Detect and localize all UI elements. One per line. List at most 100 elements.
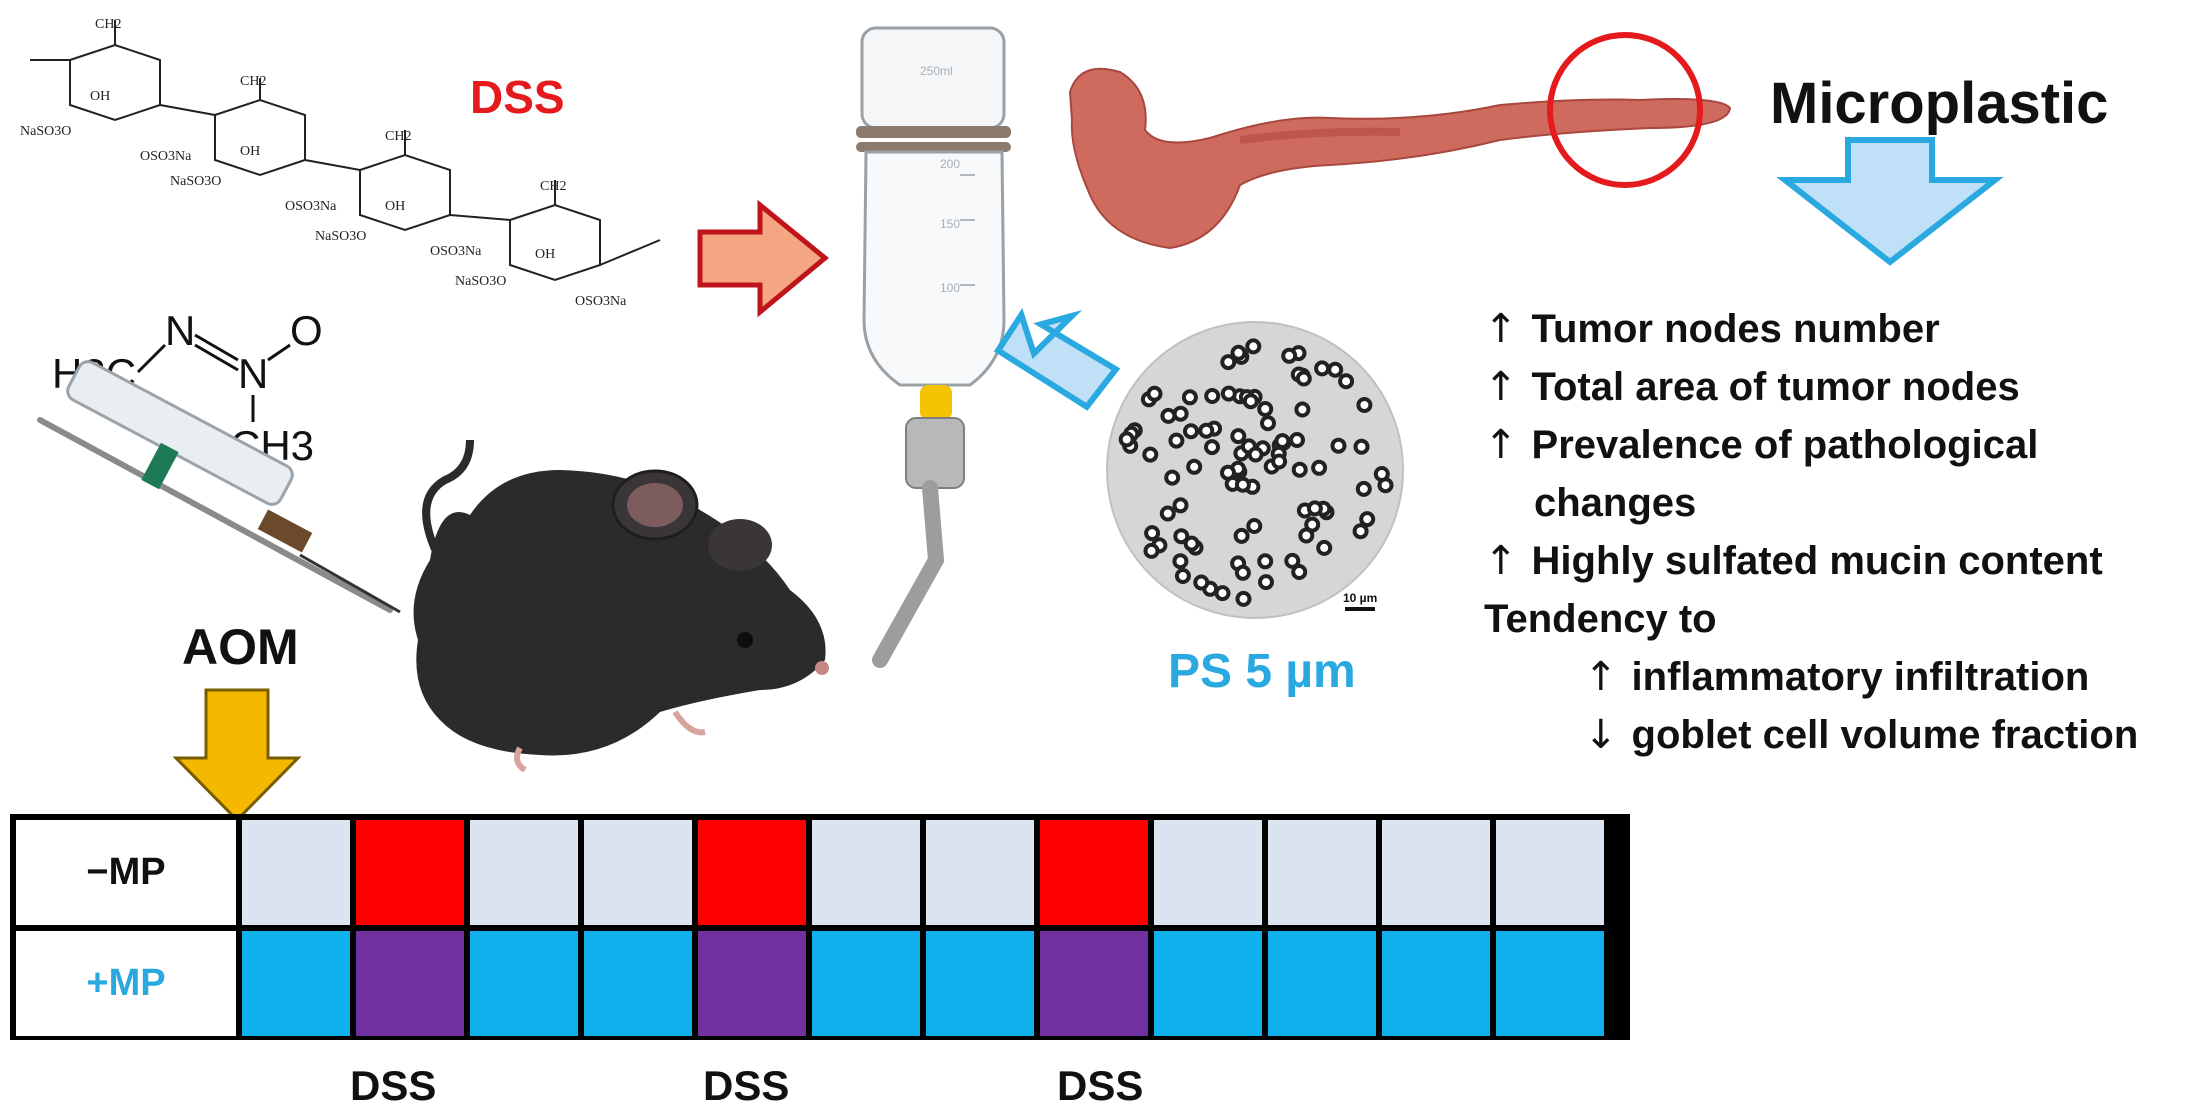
timeline-cell [1268, 820, 1376, 925]
dss-fragment-ch2-3: CH2 [385, 129, 411, 144]
timeline-cell [812, 820, 920, 925]
colon-highlight-circle [1547, 32, 1703, 188]
aom-n2: N [238, 350, 268, 397]
dss-fragment-oso3na-2: OSO3Na [285, 199, 337, 214]
microparticle [1142, 446, 1159, 463]
microparticle [1143, 542, 1160, 559]
timeline-cell [926, 820, 1034, 925]
outcome-item: ↑ Total area of tumor nodes [1484, 358, 2138, 416]
row-label-minus-mp: −MP [16, 820, 236, 925]
colon-image [1068, 32, 1732, 250]
microplastic-down-arrow [1776, 137, 2004, 266]
microparticle [1234, 564, 1251, 581]
microparticle [1234, 476, 1251, 493]
dss-fragment-oso3na: OSO3Na [140, 149, 192, 164]
microparticle [1311, 459, 1328, 476]
microparticle [1359, 511, 1376, 528]
timeline-cell [812, 931, 920, 1036]
microparticle [1306, 500, 1323, 517]
microparticle [1174, 568, 1191, 584]
down-arrow-icon: ↓ [1584, 712, 1618, 758]
microparticle [1214, 585, 1231, 602]
aom-down-arrow [172, 688, 302, 823]
aom-n1: N [165, 307, 195, 354]
microparticle [1235, 590, 1252, 607]
microparticle [1352, 523, 1369, 540]
microparticle [1353, 438, 1370, 455]
timeline-cell [242, 820, 350, 925]
dss-fragment-ch2-4: CH2 [540, 179, 566, 194]
timeline-cell [1154, 820, 1262, 925]
dss-fragment-oh-3: OH [385, 199, 405, 214]
row-cells-plus-mp [236, 931, 1604, 1036]
dss-right-arrow [697, 199, 829, 318]
microparticle [1183, 535, 1200, 552]
dss-fragment-naso3o-4: NaSO3O [455, 274, 506, 289]
outcome-text: Prevalence of pathological [1531, 423, 2039, 467]
timeline-cell-dss [698, 931, 806, 1036]
timeline-cell [470, 931, 578, 1036]
microparticle [1172, 553, 1189, 570]
dss-fragment-oh-2: OH [240, 144, 260, 159]
microparticle [1291, 564, 1308, 580]
dss-structure [30, 20, 661, 282]
ps-microparticles-image: 10 µm [1106, 321, 1404, 619]
microparticle [1172, 497, 1189, 514]
microparticle [1186, 458, 1203, 475]
microparticle [1159, 505, 1176, 522]
microparticle [1373, 466, 1390, 482]
microparticle [1289, 432, 1305, 448]
microparticle [1245, 338, 1262, 355]
row-label-plus-mp: +MP [16, 931, 236, 1036]
outcome-item: ↑ Tumor nodes number [1484, 300, 2138, 358]
dss-fragment-naso3o: NaSO3O [20, 124, 71, 139]
timeline-cell-dss [356, 931, 464, 1036]
timeline-cell [1268, 931, 1376, 1036]
timeline-row-plus-mp: +MP [16, 931, 1604, 1036]
microparticle [1314, 360, 1331, 377]
microparticle [1168, 432, 1185, 449]
dss-fragment-naso3o-3: NaSO3O [315, 229, 366, 244]
dss-week-label-1: DSS [350, 1062, 437, 1109]
microparticle [1193, 574, 1210, 591]
microparticle [1356, 397, 1373, 413]
outcome-item: Tendency to [1484, 590, 2138, 648]
microparticle [1330, 437, 1347, 454]
dss-label: DSS [470, 71, 565, 123]
microparticle [1274, 433, 1291, 450]
outcome-text: Tumor nodes number [1531, 307, 1940, 351]
outcome-item: ↑ Highly sulfated mucin content [1484, 532, 2138, 590]
timeline-cell [1496, 820, 1604, 925]
timeline-cell-dss [1040, 931, 1148, 1036]
microparticle [1355, 480, 1372, 497]
microparticle [1242, 393, 1259, 410]
ps-upleft-arrow [993, 308, 1121, 411]
outcome-text: goblet cell volume fraction [1631, 713, 2139, 757]
microparticle [1233, 527, 1250, 544]
microparticle [1204, 439, 1220, 456]
microparticle [1271, 453, 1288, 470]
dss-fragment-oso3na-4: OSO3Na [575, 294, 627, 309]
outcome-text: Highly sulfated mucin content [1531, 539, 2103, 583]
microparticle [1173, 528, 1190, 545]
microparticle [1338, 373, 1355, 390]
bottle-mark-250: 250ml [920, 64, 953, 78]
bottle-mark-200: 200 [940, 157, 960, 171]
microparticle [1294, 401, 1311, 418]
microparticle [1220, 354, 1237, 371]
microparticle [1327, 361, 1344, 378]
timeline-cell [584, 931, 692, 1036]
microparticle [1204, 388, 1221, 404]
up-arrow-icon: ↑ [1484, 364, 1518, 410]
microparticle [1258, 574, 1274, 591]
microparticle [1230, 428, 1247, 445]
syringe-image [37, 360, 401, 614]
up-arrow-icon: ↑ [1484, 422, 1518, 468]
dss-fragment-naso3o-2: NaSO3O [170, 174, 221, 189]
timeline-cell [584, 820, 692, 925]
outcome-text: inflammatory infiltration [1631, 655, 2090, 699]
dss-week-label-3: DSS [1057, 1062, 1144, 1109]
microplastic-label: Microplastic [1770, 71, 2109, 136]
dss-fragment-oh: OH [90, 89, 110, 104]
